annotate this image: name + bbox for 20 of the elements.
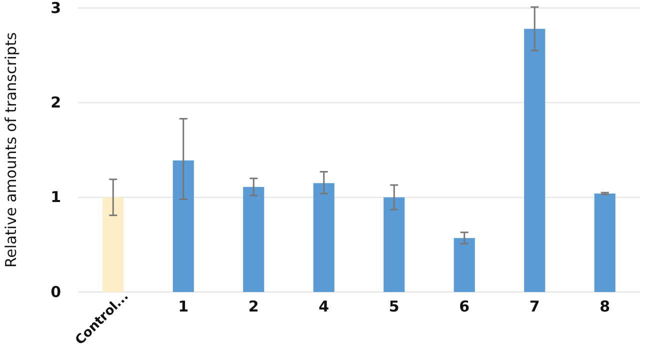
y-tick-label: 3 [50,0,61,17]
bar [102,197,124,292]
x-tick-label: 4 [318,298,330,316]
bar [594,194,616,292]
bar [384,197,405,292]
bar [454,238,475,292]
y-axis-title: Relative amounts of transcripts [2,32,20,268]
y-tick-label: 0 [50,282,61,301]
x-tick-label: 7 [529,298,540,316]
x-tick-label: 5 [388,298,400,316]
x-tick-label: 2 [248,298,259,316]
bar [313,183,334,292]
y-tick-label: 1 [50,188,61,206]
bar [243,186,264,292]
y-tick-label: 2 [50,93,61,112]
bar [524,28,546,292]
x-tick-label: 1 [178,298,189,316]
bar [172,160,194,292]
x-tick-label: 6 [459,298,470,316]
x-tick-label: 8 [600,298,610,316]
